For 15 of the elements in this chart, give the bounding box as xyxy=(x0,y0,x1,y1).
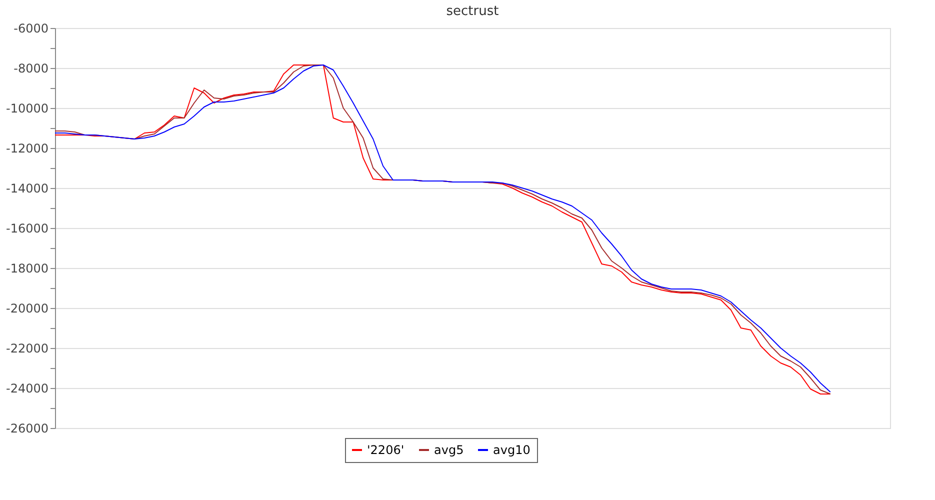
y-tick-label: -22000 xyxy=(6,342,48,356)
y-tick-label: -10000 xyxy=(6,102,48,116)
y-tick-label: -20000 xyxy=(6,302,48,316)
y-tick-label: -24000 xyxy=(6,382,48,396)
y-tick-label: -12000 xyxy=(6,142,48,156)
legend-label: avg5 xyxy=(434,443,464,457)
y-tick-label: -6000 xyxy=(14,22,48,36)
chart-title: sectrust xyxy=(446,4,499,19)
y-tick-label: -14000 xyxy=(6,182,48,196)
y-tick-label: -16000 xyxy=(6,222,48,236)
y-tick-label: -18000 xyxy=(6,262,48,276)
y-tick-label: -8000 xyxy=(14,62,48,76)
y-tick-label: -26000 xyxy=(6,422,48,436)
legend-label: '2206' xyxy=(367,443,404,457)
legend-label: avg10 xyxy=(493,443,530,457)
